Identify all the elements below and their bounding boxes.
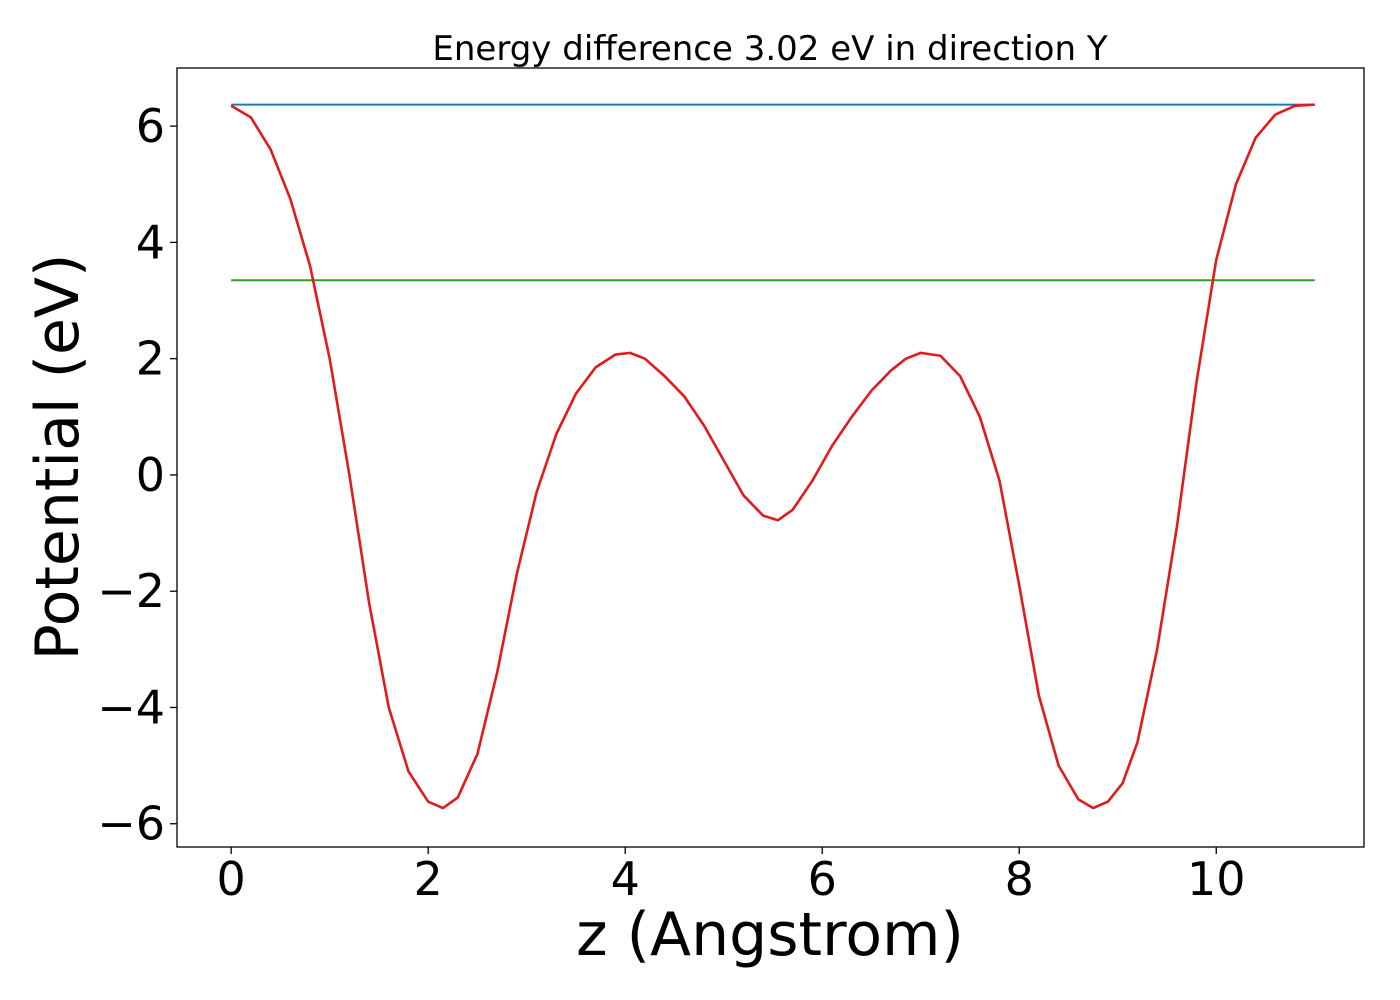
y-tick-label: 0 — [136, 448, 165, 502]
plot-frame — [176, 67, 1365, 848]
chart-title: Energy difference 3.02 eV in direction Y — [432, 29, 1107, 69]
x-tick-label: 8 — [1005, 852, 1034, 906]
y-tick-label: 6 — [136, 99, 165, 153]
series-layer — [230, 103, 1315, 810]
series-line-3 — [230, 103, 1315, 810]
y-tick-label: −4 — [97, 680, 165, 734]
x-tick-label: 4 — [611, 852, 640, 906]
x-tick-label: 2 — [414, 852, 443, 906]
x-tick-label: 6 — [808, 852, 837, 906]
x-axis: 0 2 4 6 8 10 — [217, 847, 1246, 906]
x-tick-label: 10 — [1187, 852, 1246, 906]
y-axis-label: Potential (eV) — [23, 254, 93, 661]
y-tick-label: −6 — [97, 797, 165, 851]
y-tick-label: 2 — [136, 332, 165, 386]
y-tick-label: 4 — [136, 215, 165, 269]
y-axis: 6 4 2 0 −2 −4 −6 — [97, 99, 177, 851]
x-tick-label: 0 — [217, 852, 246, 906]
y-tick-label: −2 — [97, 564, 165, 618]
x-axis-label: z (Angstrom) — [576, 900, 964, 970]
